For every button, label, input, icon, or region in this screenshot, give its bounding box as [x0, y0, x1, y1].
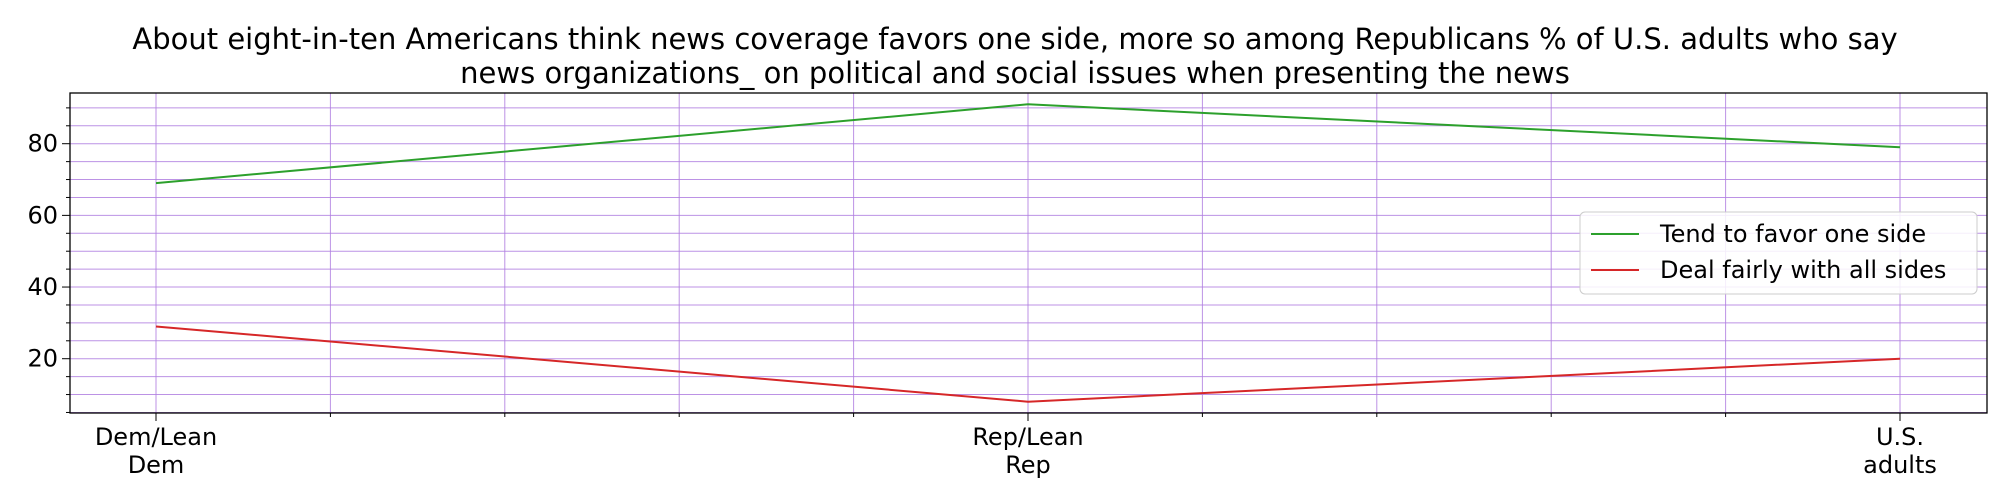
grid [70, 93, 1987, 413]
x-tick-label: Rep/Lean [972, 423, 1083, 451]
x-tick-label: Dem [128, 451, 185, 479]
chart-title-line-2: news organizations_ on political and soc… [460, 56, 1570, 90]
x-tick-label: U.S. [1876, 423, 1924, 451]
y-tick-label: 40 [27, 273, 58, 301]
legend-box [1579, 211, 1978, 295]
legend-label: Deal fairly with all sides [1660, 256, 1946, 284]
axes [62, 92, 1988, 421]
chart-title-line-1: About eight-in-ten Americans think news … [132, 22, 1897, 56]
y-tick-label: 80 [27, 130, 58, 158]
x-tick-label: Rep [1005, 451, 1051, 479]
series-lines [155, 103, 1901, 403]
x-tick-label: Dem/Lean [95, 423, 217, 451]
y-tick-label: 20 [27, 345, 58, 373]
y-tick-label: 60 [27, 201, 58, 229]
x-tick-label: adults [1863, 451, 1937, 479]
legend: Tend to favor one side Deal fairly with a… [1579, 211, 1978, 295]
legend-label: Tend to favor one side [1659, 220, 1926, 248]
